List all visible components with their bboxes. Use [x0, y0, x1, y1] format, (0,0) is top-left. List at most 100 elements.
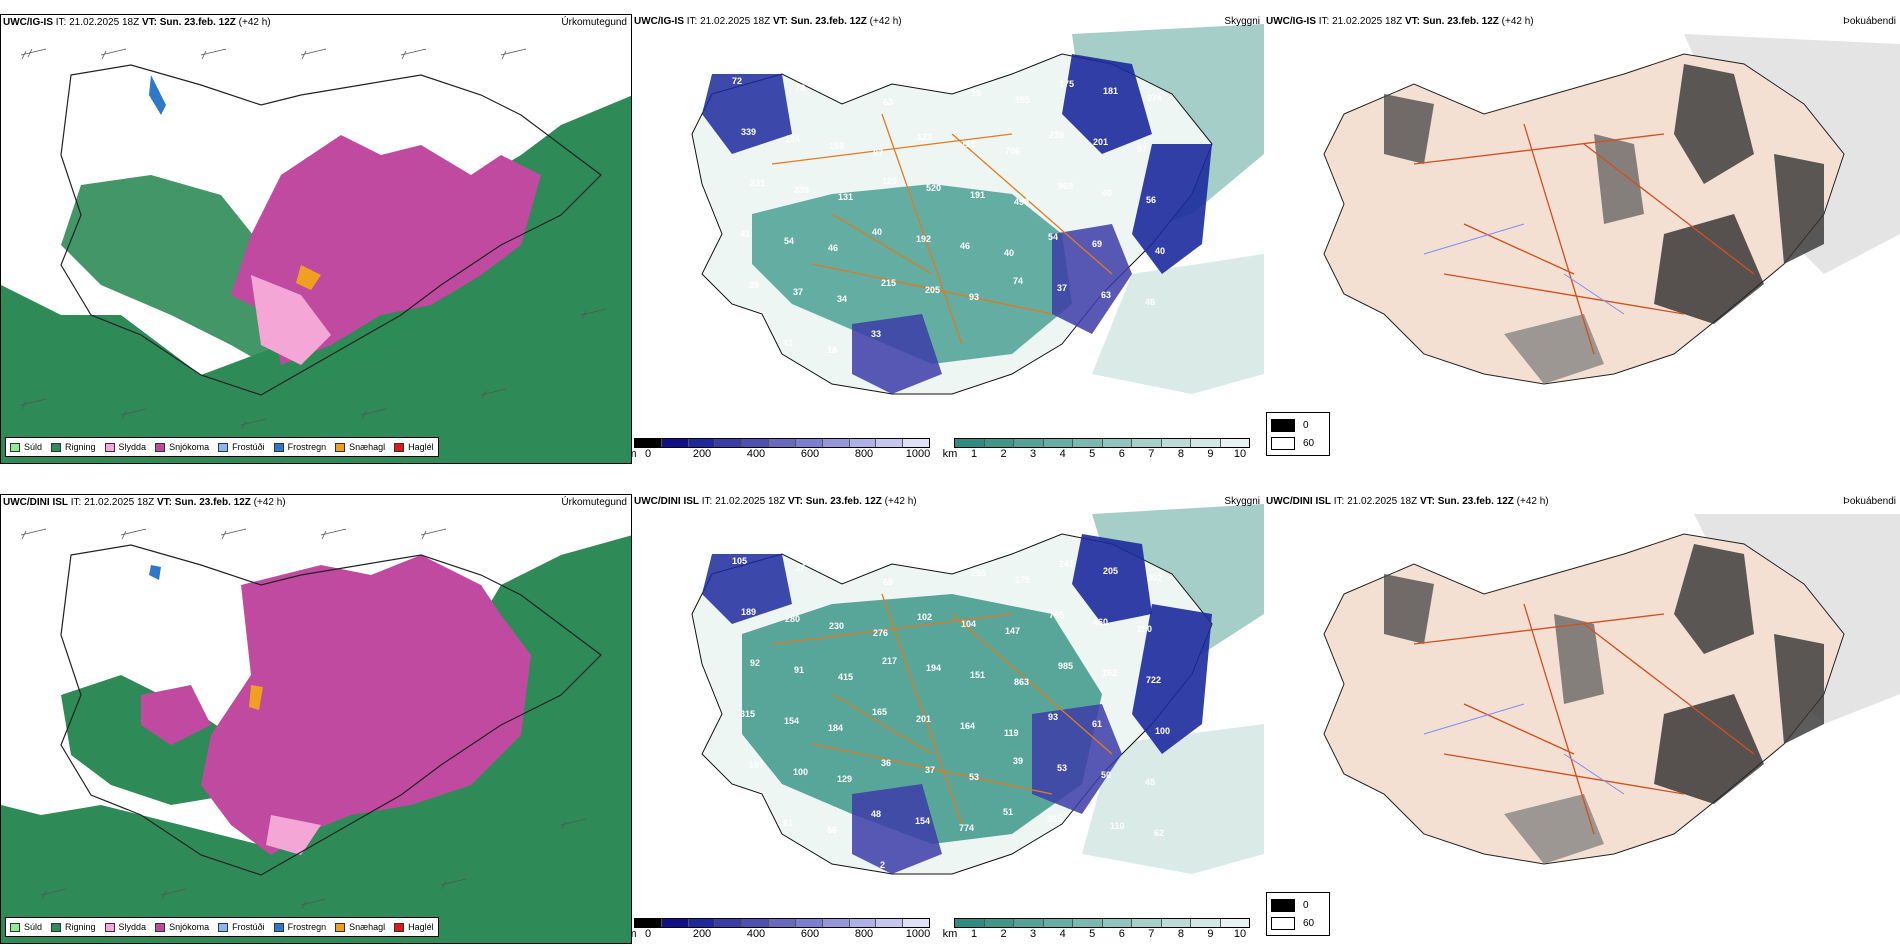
panel-title-fog-row2: Þokuábendi	[1843, 496, 1896, 507]
cloud-base-label: 863	[1014, 677, 1029, 687]
cloud-base-label: 53	[1057, 763, 1067, 773]
precip-map-row1	[1, 15, 631, 463]
cloud-base-label: 56	[827, 825, 837, 835]
legend-item: Snjókoma	[155, 922, 209, 932]
cloud-base-label: 102	[917, 612, 932, 622]
colorbar-segment	[984, 919, 1014, 927]
colorbar-segment	[769, 919, 796, 927]
fog-legend-item: 0	[1271, 416, 1325, 434]
cloud-base-label: 69	[1092, 239, 1102, 249]
colorbar-tick-label: 2	[1000, 928, 1007, 940]
legend-item: Snæhagl	[335, 922, 385, 932]
cloud-base-label: 40	[1102, 188, 1112, 198]
cloud-base-label: 92	[750, 658, 760, 668]
cloud-base-label: 93	[969, 292, 979, 302]
legend-item: Frostúði	[218, 442, 265, 452]
panel-title-cloud-row1: Skyggni	[1224, 16, 1260, 27]
colorbar-segment	[795, 439, 823, 447]
colorbar-segment	[1102, 919, 1132, 927]
legend-item: Slydda	[104, 922, 146, 932]
cloud-base-label: 39	[1013, 756, 1023, 766]
legend-item: Haglél	[394, 922, 434, 932]
cloud-base-label: 181	[1103, 86, 1118, 96]
cloud-base-label: 37	[793, 287, 803, 297]
precip-type-panel-row2: UWC/DINI ISL IT: 21.02.2025 18Z VT: Sun.…	[0, 494, 632, 944]
cloud-base-label: 250	[1137, 624, 1152, 634]
cloud-base-label: 774	[959, 823, 974, 833]
cloud-base-label: 107	[749, 760, 764, 770]
panel-header-row1-cloud: UWC/IG-IS IT: 21.02.2025 18Z VT: Sun. 23…	[634, 16, 902, 27]
cloud-base-label: 56	[1146, 195, 1156, 205]
cloud-base-label: 154	[784, 716, 799, 726]
colorbar-segment	[635, 919, 662, 927]
legend-item: Rigning	[51, 442, 96, 452]
cloud-base-label: 104	[961, 619, 976, 629]
legend-item: Súld	[10, 922, 42, 932]
cloud-map-row1: 72 78 42 63 57 15 155 175 181 274 339 124 159 87 123 11…	[632, 14, 1264, 434]
cloud-base-label: 40	[1004, 248, 1014, 258]
cloud-base-label: 230	[829, 621, 844, 631]
cloud-base-label: 100	[793, 767, 808, 777]
cloud-base-label: 189	[741, 607, 756, 617]
cloud-base-label: 175	[1059, 79, 1074, 89]
fog-legend-row2: 0 60	[1266, 892, 1330, 936]
cloud-base-label: 192	[916, 234, 931, 244]
cloud-base-label: 5	[739, 811, 744, 821]
cloud-base-label: 74	[1013, 276, 1023, 286]
colorbar-segment	[1191, 439, 1221, 447]
cloud-base-label: 61	[1092, 719, 1102, 729]
legend-item: Haglél	[394, 442, 434, 452]
colorbar-segment	[1102, 439, 1132, 447]
fog-legend-item: 0	[1271, 896, 1325, 914]
cloud-base-label: 41	[783, 338, 793, 348]
cloud-base-label: 41	[740, 229, 750, 239]
colorbar-segment	[1043, 919, 1073, 927]
cloud-base-label: 155	[1015, 95, 1030, 105]
colorbar-segment	[1132, 919, 1162, 927]
cloud-base-label: 33	[871, 329, 881, 339]
colorbar-segment	[688, 439, 716, 447]
cloud-base-label: 147	[1005, 626, 1020, 636]
cloud-base-label: 50	[1101, 770, 1111, 780]
colorbar-segment	[1220, 919, 1249, 927]
cloud-base-label: 54	[1048, 232, 1058, 242]
cloud-base-label: 62	[1154, 828, 1164, 838]
cloud-base-label: 302	[1147, 573, 1162, 583]
cloud-base-label: 255	[971, 568, 986, 578]
colorbar-segment	[955, 919, 985, 927]
cloud-base-label: 37	[925, 765, 935, 775]
colorbar-tick-label: 1000	[905, 448, 931, 460]
colorbar-tick-label: 2	[1000, 448, 1007, 460]
precip-legend-row1: Súld Rigning Slydda Snjókoma Frostúði Fr…	[5, 437, 439, 457]
legend-item: Frostregn	[273, 442, 326, 452]
colorbar-tick-label: 0	[644, 928, 652, 940]
colorbar-segment	[635, 439, 662, 447]
cloud-base-label: 48	[871, 809, 881, 819]
colorbar-tick-label: 9	[1207, 928, 1214, 940]
cloud-base-label: 201	[1093, 137, 1108, 147]
colorbar-tick-label: 400	[746, 928, 766, 940]
cloud-base-label: 37	[1057, 283, 1067, 293]
colorbar-tick-label: 800	[854, 448, 874, 460]
cloud-vis-panel-row1: 72 78 42 63 57 15 155 175 181 274 339 124 159 87 123 11…	[632, 14, 1264, 464]
cloud-base-label: 97	[1137, 144, 1147, 154]
colorbar-segment	[1043, 439, 1073, 447]
cloud-base-label: 93	[1048, 712, 1058, 722]
cloud-base-label: 315	[740, 709, 755, 719]
legend-item: Frostúði	[218, 922, 265, 932]
cloud-base-label: 415	[838, 672, 853, 682]
colorbar-tick-label: 10	[1233, 928, 1247, 940]
colorbar-tick-label: 3	[1030, 928, 1037, 940]
colorbar-tick-label: 5	[1089, 448, 1096, 460]
visibility-colorbar-row2: km 1 2 3 4 5 6 7 8 9 10	[943, 918, 1250, 942]
cloud-base-label: 395	[1047, 814, 1062, 824]
cloud-base-label: 18	[827, 345, 837, 355]
cloud-base-label: 239	[1049, 130, 1064, 140]
colorbar-tick-label: 8	[1177, 448, 1184, 460]
cloud-base-label: 276	[873, 628, 888, 638]
legend-item: Snæhagl	[335, 442, 385, 452]
height-colorbar-row1: m02004006008001000	[632, 438, 931, 462]
visibility-colorbar-row1: km 1 2 3 4 5 6 7 8 9 10	[943, 438, 1250, 462]
cloud-base-label: 113	[792, 869, 807, 879]
